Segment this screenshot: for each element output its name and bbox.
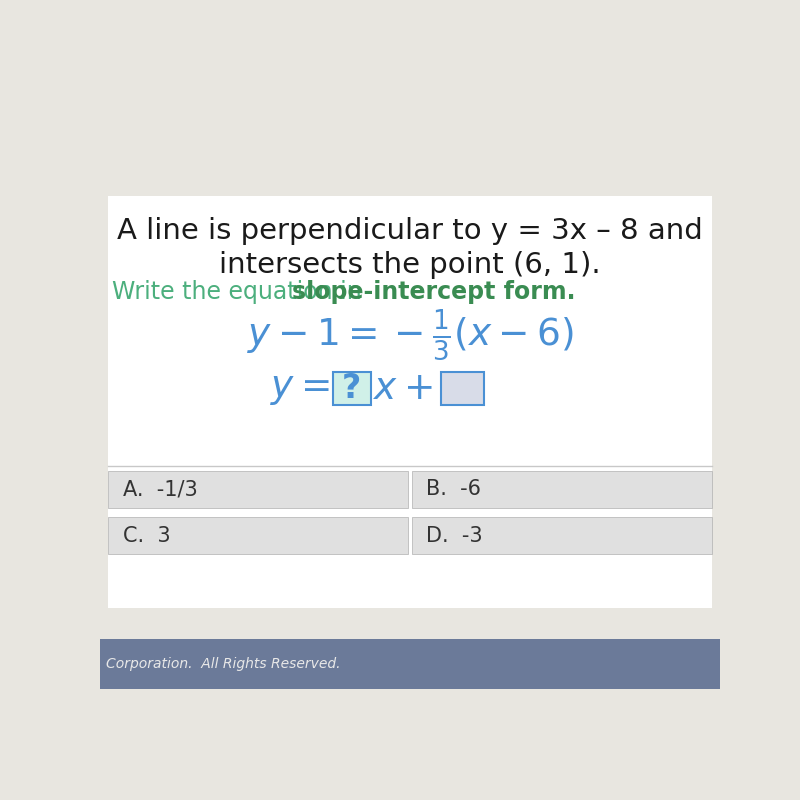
Text: Corporation.  All Rights Reserved.: Corporation. All Rights Reserved. [106, 658, 341, 671]
Text: B.  -6: B. -6 [426, 479, 481, 499]
Text: A.  -1/3: A. -1/3 [123, 479, 198, 499]
FancyBboxPatch shape [412, 517, 712, 554]
FancyBboxPatch shape [441, 373, 484, 405]
FancyBboxPatch shape [108, 196, 712, 608]
Text: Write the equation in: Write the equation in [112, 280, 369, 304]
Text: C.  3: C. 3 [123, 526, 171, 546]
Text: $y = $: $y = $ [270, 370, 330, 406]
FancyBboxPatch shape [108, 517, 408, 554]
Text: ?: ? [342, 372, 362, 405]
FancyBboxPatch shape [108, 471, 408, 508]
Text: intersects the point (6, 1).: intersects the point (6, 1). [219, 251, 601, 279]
Text: A line is perpendicular to y = 3x – 8 and: A line is perpendicular to y = 3x – 8 an… [117, 217, 703, 245]
FancyBboxPatch shape [100, 639, 720, 689]
Text: slope-intercept form.: slope-intercept form. [292, 280, 576, 304]
FancyBboxPatch shape [412, 471, 712, 508]
Text: $y - 1 = -\frac{1}{3}(x - 6)$: $y - 1 = -\frac{1}{3}(x - 6)$ [246, 307, 574, 362]
FancyBboxPatch shape [333, 373, 371, 405]
Text: $x + $: $x + $ [373, 370, 433, 406]
Text: D.  -3: D. -3 [426, 526, 482, 546]
